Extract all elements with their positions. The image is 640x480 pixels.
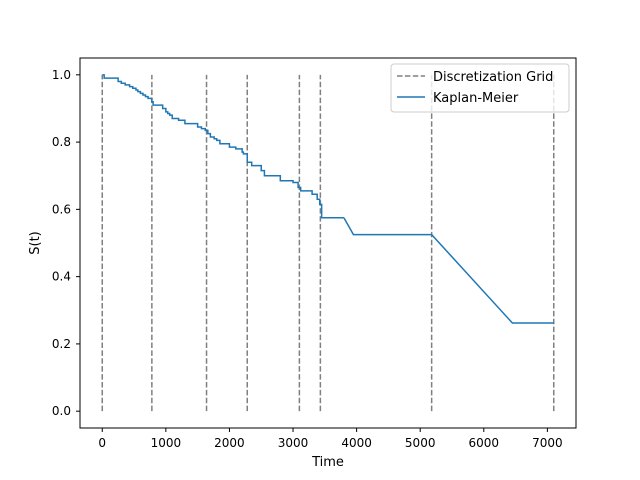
y-tick-label: 0.0 xyxy=(52,404,71,418)
y-tick-label: 0.4 xyxy=(52,270,71,284)
x-axis-label: Time xyxy=(311,455,344,470)
legend: Discretization Grid Kaplan-Meier xyxy=(390,63,570,113)
kaplan-meier-line xyxy=(343,217,554,324)
x-tick-label: 3000 xyxy=(278,436,309,450)
x-tick-label: 1000 xyxy=(151,436,182,450)
legend-label-discretization-grid: Discretization Grid xyxy=(433,70,553,85)
y-axis-label: S(t) xyxy=(28,231,43,255)
x-tick-label: 5000 xyxy=(405,436,436,450)
y-tick-label: 0.6 xyxy=(52,202,71,216)
kaplan-meier-curve xyxy=(102,74,554,324)
y-tick-label: 1.0 xyxy=(52,68,71,82)
x-tick-label: 2000 xyxy=(214,436,245,450)
x-tick-label: 0 xyxy=(98,436,106,450)
x-tick-label: 7000 xyxy=(532,436,563,450)
x-tick-label: 4000 xyxy=(341,436,372,450)
x-tick-label: 6000 xyxy=(469,436,500,450)
x-axis-ticks: 0 1000 2000 3000 4000 5000 6000 7000 xyxy=(98,428,563,450)
y-axis-ticks: 0.0 0.2 0.4 0.6 0.8 1.0 xyxy=(52,68,80,418)
legend-label-kaplan-meier: Kaplan-Meier xyxy=(433,91,519,106)
legend-box xyxy=(390,63,570,113)
plot-area-frame xyxy=(79,57,577,429)
y-tick-label: 0.8 xyxy=(52,135,71,149)
y-tick-label: 0.2 xyxy=(52,337,71,351)
discretization-grid-lines xyxy=(101,74,555,412)
kaplan-meier-line xyxy=(102,74,344,219)
